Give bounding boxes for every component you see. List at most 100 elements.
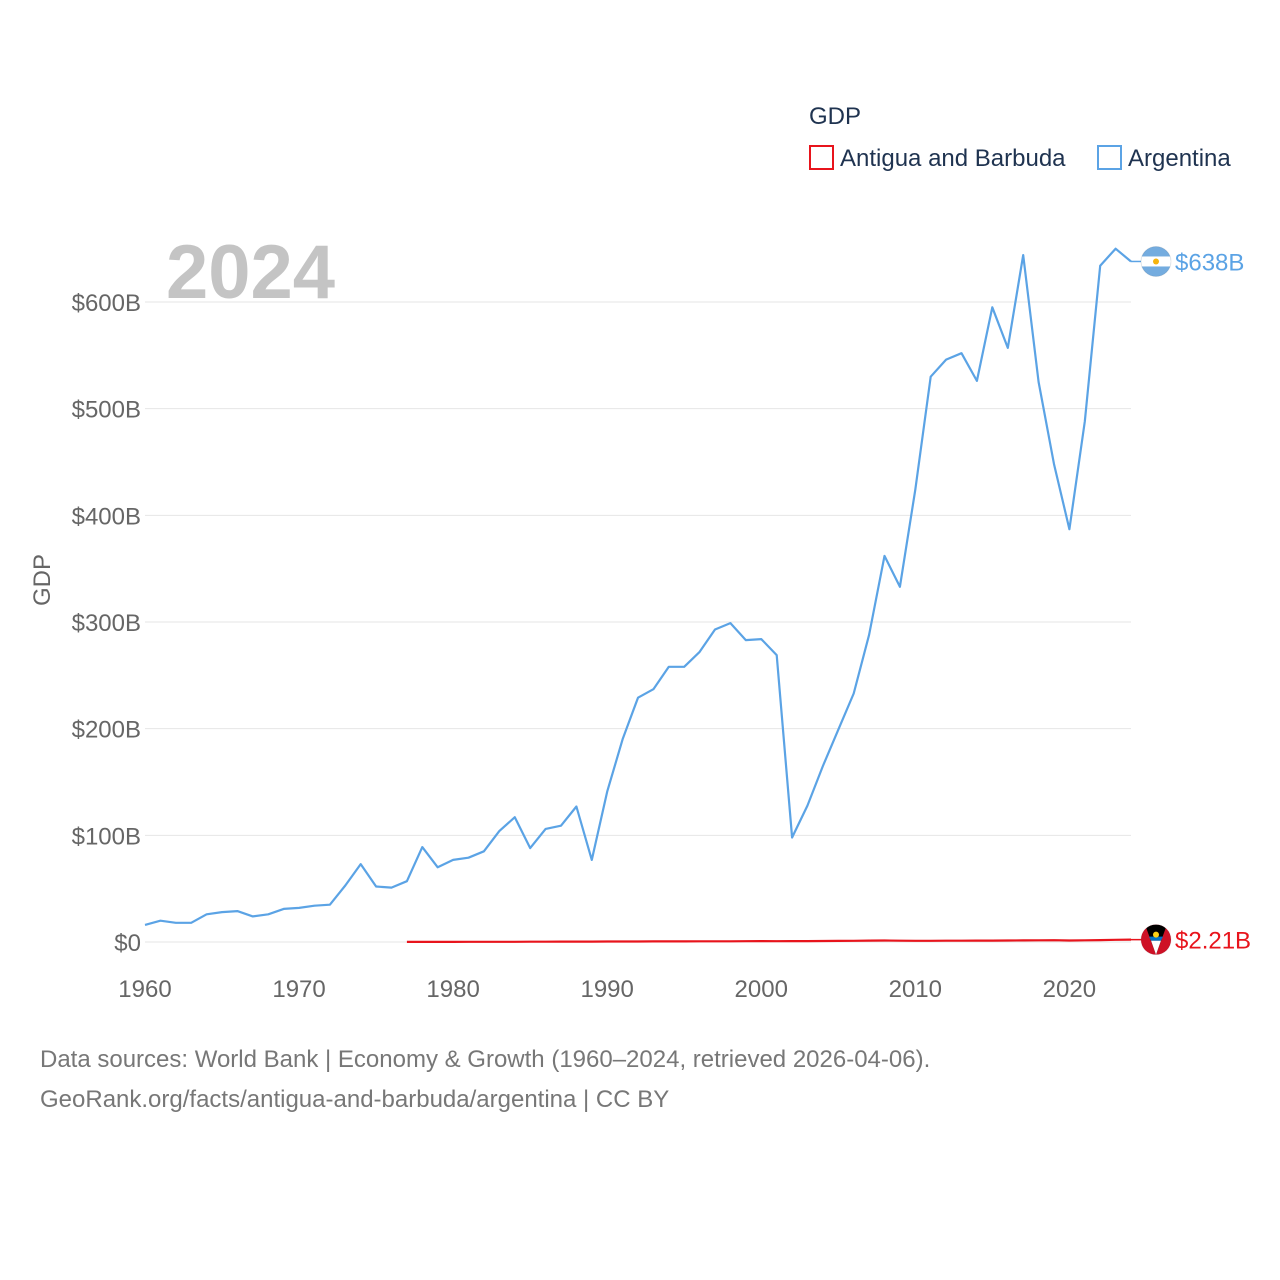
data-point-argentina[interactable]: [851, 690, 857, 696]
data-point-antigua-and-barbuda[interactable]: [1036, 937, 1042, 943]
data-point-antigua-and-barbuda[interactable]: [512, 939, 518, 945]
data-point-antigua-and-barbuda[interactable]: [496, 939, 502, 945]
data-point-argentina[interactable]: [543, 826, 549, 832]
data-point-antigua-and-barbuda[interactable]: [1097, 937, 1103, 943]
data-point-argentina[interactable]: [589, 857, 595, 863]
data-point-argentina[interactable]: [820, 763, 826, 769]
data-point-argentina[interactable]: [681, 664, 687, 670]
data-point-antigua-and-barbuda[interactable]: [804, 938, 810, 944]
series-line-antigua-and-barbuda[interactable]: [406, 938, 1132, 944]
data-point-antigua-and-barbuda[interactable]: [1051, 937, 1057, 943]
data-point-argentina[interactable]: [974, 378, 980, 384]
data-point-argentina[interactable]: [959, 350, 965, 356]
data-point-argentina[interactable]: [404, 878, 410, 884]
data-point-argentina[interactable]: [342, 882, 348, 888]
data-point-antigua-and-barbuda[interactable]: [1082, 937, 1088, 943]
data-point-argentina[interactable]: [250, 913, 256, 919]
data-point-antigua-and-barbuda[interactable]: [620, 938, 626, 944]
data-point-antigua-and-barbuda[interactable]: [681, 938, 687, 944]
data-point-argentina[interactable]: [527, 845, 533, 851]
data-point-argentina[interactable]: [142, 922, 148, 928]
data-point-antigua-and-barbuda[interactable]: [789, 938, 795, 944]
data-point-antigua-and-barbuda[interactable]: [774, 938, 780, 944]
data-point-argentina[interactable]: [512, 814, 518, 820]
data-point-argentina[interactable]: [1066, 526, 1072, 532]
data-point-antigua-and-barbuda[interactable]: [851, 938, 857, 944]
data-point-argentina[interactable]: [666, 664, 672, 670]
data-point-argentina[interactable]: [466, 855, 472, 861]
data-point-antigua-and-barbuda[interactable]: [589, 939, 595, 945]
data-point-argentina[interactable]: [912, 487, 918, 493]
data-point-antigua-and-barbuda[interactable]: [928, 938, 934, 944]
data-point-argentina[interactable]: [234, 908, 240, 914]
data-point-antigua-and-barbuda[interactable]: [697, 938, 703, 944]
data-point-antigua-and-barbuda[interactable]: [820, 938, 826, 944]
data-point-argentina[interactable]: [743, 637, 749, 643]
data-point-argentina[interactable]: [419, 844, 425, 850]
data-point-argentina[interactable]: [727, 620, 733, 626]
data-point-antigua-and-barbuda[interactable]: [435, 939, 441, 945]
data-point-antigua-and-barbuda[interactable]: [419, 939, 425, 945]
legend-item-argentina[interactable]: Argentina: [1097, 145, 1231, 172]
data-point-argentina[interactable]: [928, 374, 934, 380]
series-line-argentina[interactable]: [144, 247, 1132, 926]
data-point-argentina[interactable]: [450, 857, 456, 863]
data-point-antigua-and-barbuda[interactable]: [1113, 937, 1119, 943]
data-point-argentina[interactable]: [496, 828, 502, 834]
data-point-argentina[interactable]: [327, 902, 333, 908]
data-point-argentina[interactable]: [573, 804, 579, 810]
data-point-argentina[interactable]: [897, 584, 903, 590]
data-point-antigua-and-barbuda[interactable]: [974, 938, 980, 944]
data-point-antigua-and-barbuda[interactable]: [543, 939, 549, 945]
data-point-antigua-and-barbuda[interactable]: [989, 938, 995, 944]
data-point-argentina[interactable]: [1005, 345, 1011, 351]
data-point-antigua-and-barbuda[interactable]: [897, 938, 903, 944]
data-point-argentina[interactable]: [804, 802, 810, 808]
data-point-argentina[interactable]: [835, 727, 841, 733]
data-point-argentina[interactable]: [1082, 418, 1088, 424]
data-point-antigua-and-barbuda[interactable]: [758, 938, 764, 944]
data-point-argentina[interactable]: [311, 903, 317, 909]
data-point-antigua-and-barbuda[interactable]: [1020, 937, 1026, 943]
data-point-antigua-and-barbuda[interactable]: [835, 938, 841, 944]
data-point-argentina[interactable]: [774, 652, 780, 658]
data-point-argentina[interactable]: [296, 905, 302, 911]
data-point-argentina[interactable]: [1036, 379, 1042, 385]
data-point-argentina[interactable]: [1113, 246, 1119, 252]
data-point-argentina[interactable]: [789, 834, 795, 840]
data-point-argentina[interactable]: [1020, 252, 1026, 258]
data-point-antigua-and-barbuda[interactable]: [943, 938, 949, 944]
data-point-argentina[interactable]: [265, 911, 271, 917]
data-point-argentina[interactable]: [435, 864, 441, 870]
data-point-argentina[interactable]: [866, 632, 872, 638]
data-point-argentina[interactable]: [373, 884, 379, 890]
footer-attribution[interactable]: GeoRank.org/facts/antigua-and-barbuda/ar…: [40, 1086, 670, 1113]
data-point-antigua-and-barbuda[interactable]: [466, 939, 472, 945]
data-point-antigua-and-barbuda[interactable]: [1005, 937, 1011, 943]
data-point-argentina[interactable]: [358, 861, 364, 867]
data-point-antigua-and-barbuda[interactable]: [727, 938, 733, 944]
data-point-argentina[interactable]: [281, 906, 287, 912]
data-point-argentina[interactable]: [758, 636, 764, 642]
data-point-argentina[interactable]: [481, 848, 487, 854]
data-point-argentina[interactable]: [188, 920, 194, 926]
data-point-argentina[interactable]: [1097, 263, 1103, 269]
data-point-argentina[interactable]: [620, 736, 626, 742]
data-point-antigua-and-barbuda[interactable]: [635, 938, 641, 944]
data-point-argentina[interactable]: [712, 626, 718, 632]
data-point-antigua-and-barbuda[interactable]: [650, 938, 656, 944]
data-point-argentina[interactable]: [173, 920, 179, 926]
data-point-argentina[interactable]: [697, 649, 703, 655]
data-point-antigua-and-barbuda[interactable]: [912, 938, 918, 944]
data-point-argentina[interactable]: [635, 695, 641, 701]
data-point-antigua-and-barbuda[interactable]: [743, 938, 749, 944]
data-point-antigua-and-barbuda[interactable]: [712, 938, 718, 944]
data-point-antigua-and-barbuda[interactable]: [558, 939, 564, 945]
data-point-argentina[interactable]: [389, 885, 395, 891]
data-point-antigua-and-barbuda[interactable]: [404, 939, 410, 945]
data-point-antigua-and-barbuda[interactable]: [882, 938, 888, 944]
data-point-antigua-and-barbuda[interactable]: [666, 938, 672, 944]
data-point-antigua-and-barbuda[interactable]: [604, 939, 610, 945]
data-point-argentina[interactable]: [204, 911, 210, 917]
data-point-argentina[interactable]: [943, 357, 949, 363]
